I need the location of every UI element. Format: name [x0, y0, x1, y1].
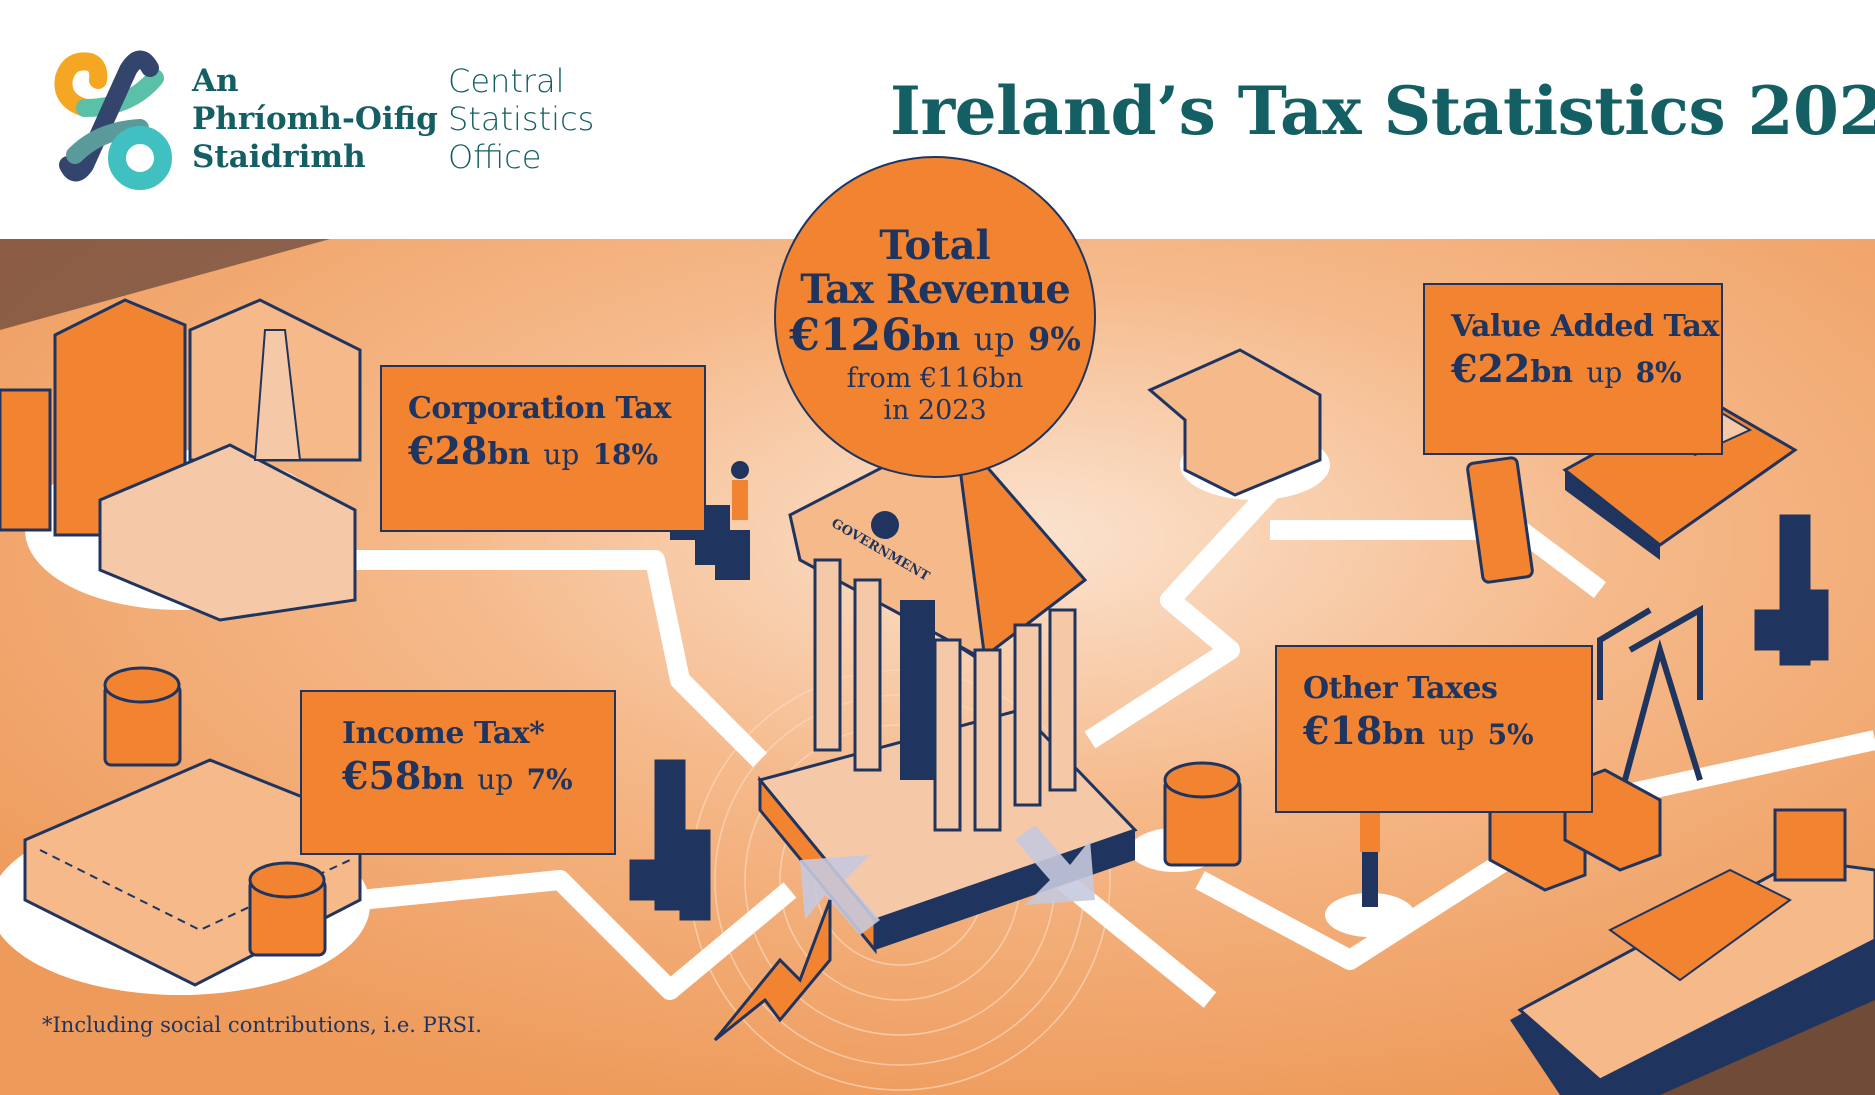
- page-title: Ireland’s Tax Statistics 2024: [890, 72, 1875, 150]
- tax-value: €22bn up 8%: [1451, 346, 1682, 391]
- other-taxes-card: Other Taxes €18bn up 5%: [1275, 645, 1593, 813]
- shadow-corner: [0, 239, 330, 330]
- footnote: *Including social contributions, i.e. PR…: [42, 1013, 482, 1037]
- total-previous-year: in 2023: [883, 395, 987, 426]
- logo-irish-name: An Phríomh-Oifig Staidrimh: [192, 62, 438, 176]
- logo-english-line: Statistics: [448, 100, 595, 138]
- tax-name: Corporation Tax: [408, 391, 671, 426]
- logo-irish-line: Staidrimh: [192, 139, 366, 175]
- tax-value: €58bn up 7%: [342, 753, 573, 798]
- smartphone-illustration: [1466, 456, 1534, 584]
- flow-paths: [300, 463, 1875, 1008]
- logo-irish-line: An: [192, 63, 239, 99]
- logo-english-name: Central Statistics Office: [448, 62, 594, 176]
- logo-irish-line: Phríomh-Oifig: [192, 101, 438, 137]
- coin-stacks: [103, 666, 1242, 957]
- vat-card: Value Added Tax €22bn up 8%: [1423, 283, 1723, 455]
- income-tax-card: Income Tax* €58bn up 7%: [300, 690, 616, 855]
- logo-english-line: Central: [448, 62, 565, 100]
- tax-name: Income Tax*: [342, 716, 545, 751]
- parcel-box-illustration: [1147, 348, 1322, 497]
- corporation-tax-card: Corporation Tax €28bn up 18%: [380, 365, 706, 532]
- bar-cylinders: [629, 514, 1829, 921]
- tax-name: Value Added Tax: [1451, 309, 1719, 344]
- arrow-icons: [800, 825, 1095, 935]
- total-value: €126bn up 9%: [789, 310, 1081, 361]
- total-previous: from €116bn: [846, 363, 1024, 394]
- total-label: Tax Revenue: [800, 266, 1071, 313]
- tax-name: Other Taxes: [1303, 671, 1498, 706]
- tax-value: €28bn up 18%: [408, 428, 659, 473]
- total-label: Total: [879, 222, 991, 269]
- cso-logo-mark: [54, 50, 172, 190]
- crane-illustration: [1597, 604, 1703, 781]
- tax-value: €18bn up 5%: [1303, 708, 1534, 753]
- growth-chart-arrow-icon: [713, 899, 832, 1042]
- logo-english-line: Office: [448, 138, 542, 176]
- cargo-ship-illustration: [1510, 808, 1875, 1095]
- total-revenue-badge: Total Tax Revenue €126bn up 9% from €116…: [774, 156, 1096, 478]
- office-buildings-illustration: [0, 298, 362, 622]
